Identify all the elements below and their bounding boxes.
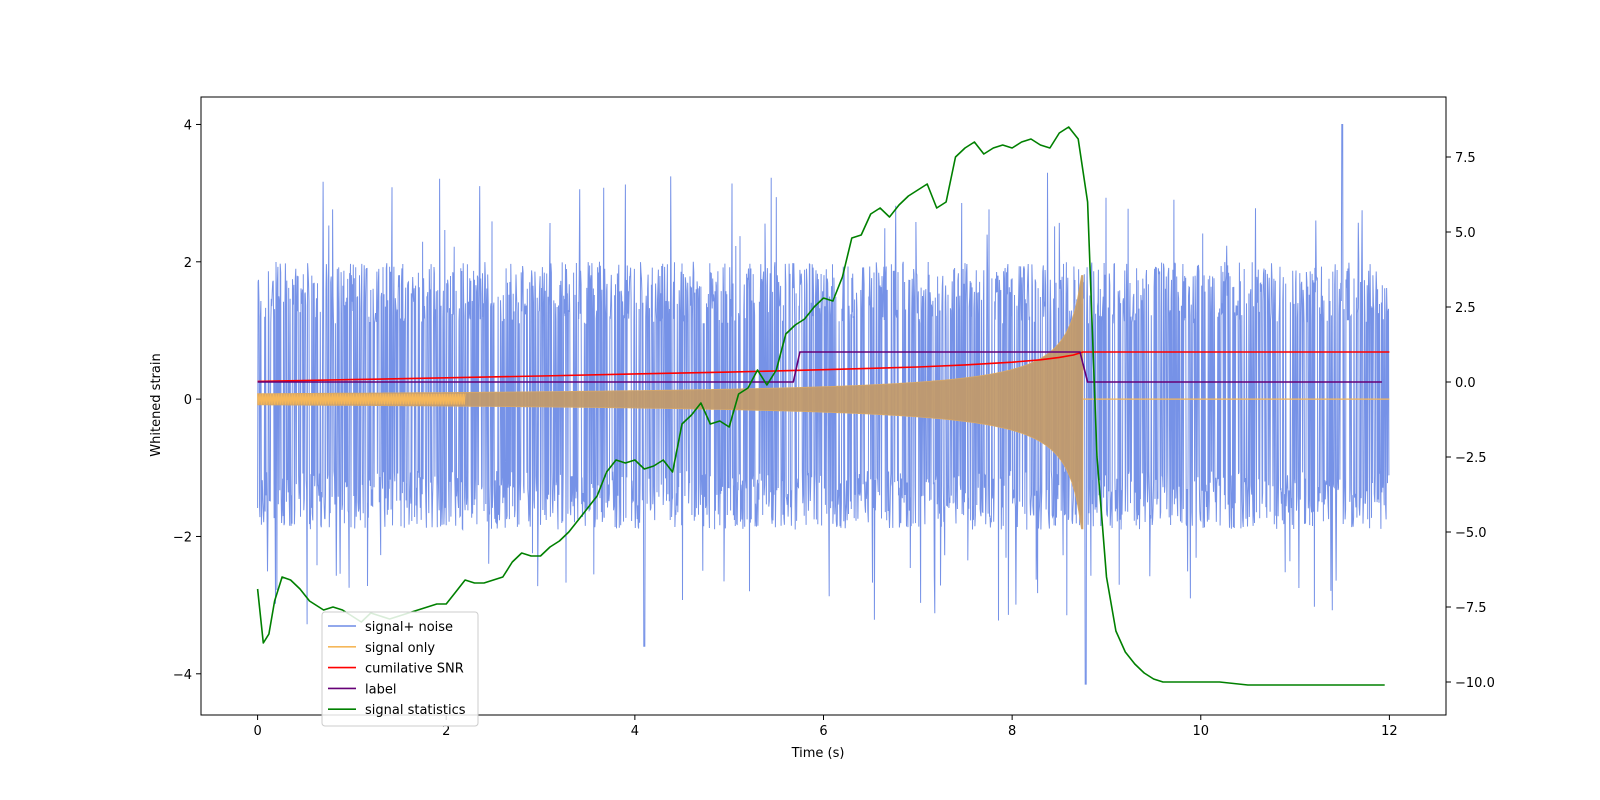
series-signal-only-wiggle: [257, 393, 466, 405]
y-left-tick-label: 4: [184, 118, 192, 133]
y-right-tick-label: 5.0: [1455, 226, 1476, 241]
y-left-tick-label: −2: [173, 530, 192, 545]
x-tick-label: 2: [442, 724, 450, 739]
series-signal-noise-line: [257, 124, 1390, 685]
y-right-tick-label: 7.5: [1455, 151, 1476, 166]
x-tick-label: 8: [1008, 724, 1016, 739]
y-axis-left-label: Whitened strain: [149, 353, 164, 456]
x-tick-label: 12: [1381, 724, 1398, 739]
x-tick-label: 0: [253, 724, 261, 739]
y-axis-right-ticks: −10.0 −7.5 −5.0 −2.5 0.0 2.5 5.0 7.5: [1446, 151, 1495, 691]
y-right-tick-label: −10.0: [1455, 676, 1495, 691]
y-axis-left-ticks: −4 −2 0 2 4: [173, 118, 201, 683]
series-signal-only-envelope: [257, 275, 1084, 530]
series-cumulative-snr-line: [257, 351, 1390, 383]
x-tick-label: 6: [819, 724, 827, 739]
y-right-tick-label: −7.5: [1455, 601, 1487, 616]
series-label-line: [257, 351, 1382, 383]
y-left-tick-label: 2: [184, 256, 192, 271]
legend-label: signal only: [365, 641, 435, 656]
x-tick-label: 4: [631, 724, 639, 739]
x-tick-label: 10: [1192, 724, 1209, 739]
x-axis-label: Time (s): [791, 746, 845, 761]
legend-label: signal+ noise: [365, 620, 453, 635]
legend: signal+ noise signal only cumilative SNR la…: [321, 611, 479, 727]
legend-box: [321, 611, 479, 727]
legend-label: signal statistics: [365, 703, 466, 718]
y-left-tick-label: 0: [184, 393, 192, 408]
y-right-tick-label: 0.0: [1455, 376, 1476, 391]
legend-label: label: [365, 682, 396, 697]
legend-label: cumilative SNR: [365, 662, 464, 677]
y-right-tick-label: −2.5: [1455, 451, 1487, 466]
y-right-tick-label: 2.5: [1455, 301, 1476, 316]
y-left-tick-label: −4: [173, 668, 192, 683]
y-right-tick-label: −5.0: [1455, 526, 1487, 541]
